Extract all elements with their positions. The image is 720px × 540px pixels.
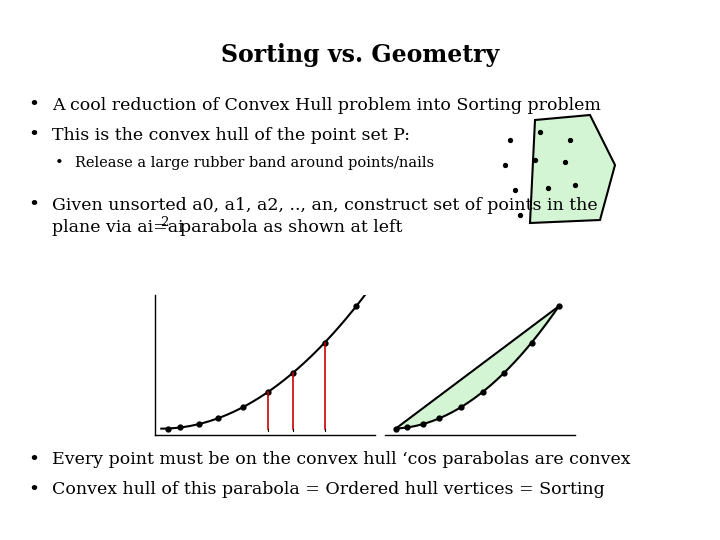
Polygon shape — [530, 115, 615, 223]
Text: Sorting vs. Geometry: Sorting vs. Geometry — [221, 43, 499, 67]
Text: This is the convex hull of the point set P:: This is the convex hull of the point set… — [52, 126, 410, 144]
Text: 2: 2 — [160, 215, 168, 228]
Text: Release a large rubber band around points/nails: Release a large rubber band around point… — [75, 156, 434, 170]
Text: •: • — [28, 126, 39, 144]
Text: •: • — [28, 451, 39, 469]
Text: A cool reduction of Convex Hull problem into Sorting problem: A cool reduction of Convex Hull problem … — [52, 97, 601, 113]
Text: •: • — [28, 96, 39, 114]
Text: Convex hull of this parabola = Ordered hull vertices = Sorting: Convex hull of this parabola = Ordered h… — [52, 482, 605, 498]
Text: •: • — [28, 196, 39, 214]
Text: Given unsorted a0, a1, a2, .., an, construct set of points in the: Given unsorted a0, a1, a2, .., an, const… — [52, 197, 598, 213]
Text: plane via ai=ai: plane via ai=ai — [52, 219, 184, 237]
Text: •: • — [28, 481, 39, 499]
Text: Every point must be on the convex hull ‘cos parabolas are convex: Every point must be on the convex hull ‘… — [52, 451, 631, 469]
Text: •: • — [55, 156, 64, 170]
Text: parabola as shown at left: parabola as shown at left — [169, 219, 402, 237]
